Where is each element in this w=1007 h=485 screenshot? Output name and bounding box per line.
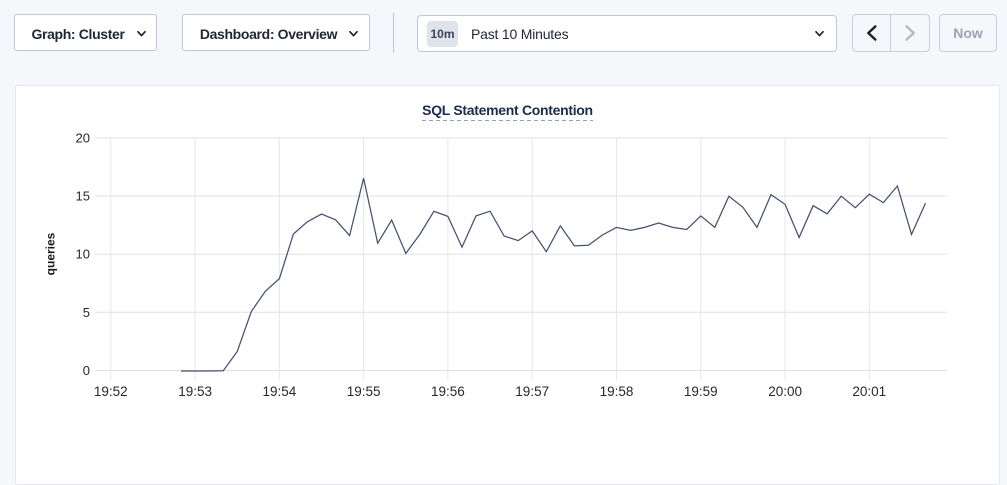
svg-text:19:52: 19:52 bbox=[94, 384, 128, 399]
svg-text:15: 15 bbox=[76, 189, 90, 204]
svg-text:5: 5 bbox=[83, 305, 90, 320]
svg-text:19:55: 19:55 bbox=[347, 384, 381, 399]
svg-text:19:56: 19:56 bbox=[431, 384, 465, 399]
svg-text:20:00: 20:00 bbox=[768, 384, 802, 399]
svg-text:19:53: 19:53 bbox=[178, 384, 212, 399]
svg-text:19:58: 19:58 bbox=[600, 384, 634, 399]
svg-text:19:54: 19:54 bbox=[263, 384, 297, 399]
svg-text:19:59: 19:59 bbox=[684, 384, 718, 399]
svg-text:0: 0 bbox=[83, 363, 90, 378]
svg-text:19:57: 19:57 bbox=[515, 384, 549, 399]
svg-text:20: 20 bbox=[76, 131, 90, 146]
svg-text:20:01: 20:01 bbox=[852, 384, 886, 399]
svg-text:10: 10 bbox=[76, 247, 90, 262]
